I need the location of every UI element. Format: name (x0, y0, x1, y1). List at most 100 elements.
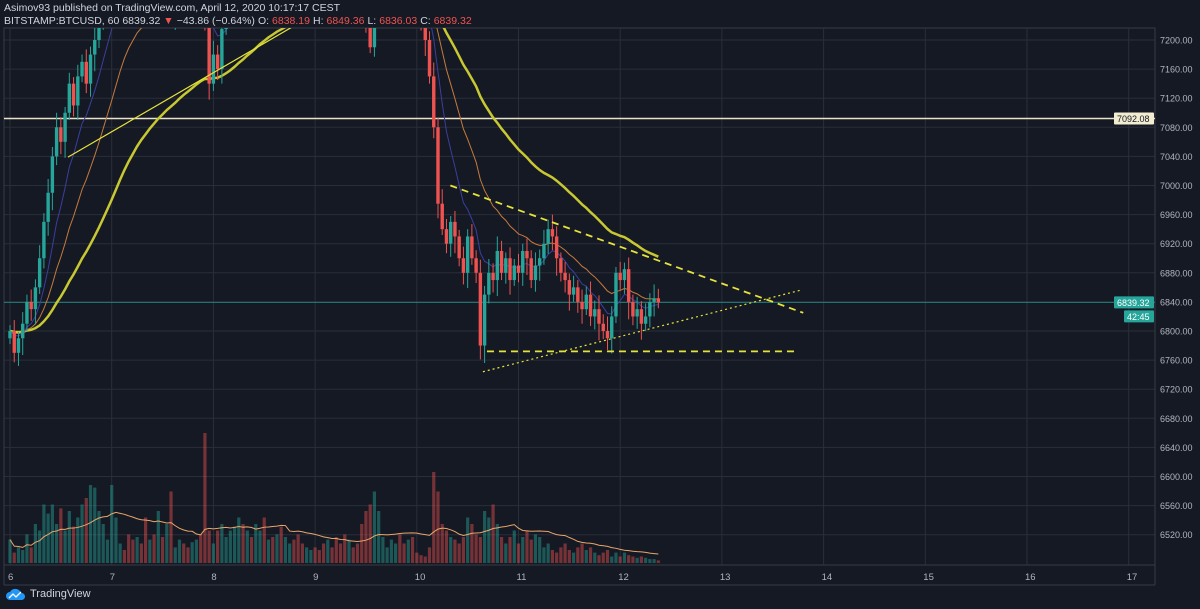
volume-bar (525, 530, 529, 563)
volume-bar (627, 555, 631, 563)
candle-body (525, 250, 529, 259)
volume-bar (127, 534, 131, 563)
time-axis-label: 12 (618, 572, 629, 583)
price-axis-label: 7080.00 (1160, 123, 1193, 133)
volume-bar (50, 504, 54, 563)
time-axis-label: 11 (517, 572, 527, 583)
price-axis-label: 6640.00 (1160, 443, 1193, 453)
volume-bar (182, 543, 186, 563)
volume-bar (139, 543, 143, 563)
volume-bar (237, 517, 241, 563)
volume-bar (499, 537, 504, 563)
volume-bar (203, 433, 207, 563)
tradingview-brand[interactable]: TradingView (30, 588, 91, 600)
candle-body (71, 83, 76, 106)
time-axis-label: 17 (1127, 572, 1138, 583)
volume-bar (21, 550, 25, 563)
volume-bar (410, 537, 415, 563)
candle-body (436, 127, 440, 204)
volume-bar (279, 526, 283, 563)
candle-body (482, 294, 487, 346)
volume-bar (449, 537, 453, 563)
candle-body (618, 272, 622, 281)
close-value: 6839.32 (433, 15, 472, 27)
volume-bar (355, 543, 360, 563)
volume-bar (8, 539, 12, 563)
moving-average-50 (9, 28, 659, 334)
volume-bar (487, 517, 491, 563)
candle-body (631, 301, 635, 317)
trendline-dashed[interactable] (450, 184, 804, 314)
volume-bar (474, 534, 478, 563)
low-label: L: (367, 15, 377, 27)
volume-bar (542, 547, 546, 563)
volume-bar (432, 472, 436, 563)
volume-bar (618, 556, 622, 563)
candle-body (622, 269, 627, 281)
volume-bar (156, 511, 160, 563)
volume-bar (406, 539, 410, 563)
time-axis-label: 14 (822, 572, 833, 583)
volume-bar (173, 547, 177, 563)
volume-bar (381, 537, 385, 563)
volume-bar (84, 498, 88, 563)
price-axis-label: 6880.00 (1160, 268, 1193, 278)
volume-bar (258, 530, 262, 563)
volume-bar (563, 543, 567, 563)
volume-bar (512, 530, 516, 563)
volume-bar (360, 524, 364, 563)
volume-bar (584, 550, 588, 563)
volume-bar (521, 537, 525, 563)
candle-body (457, 236, 461, 259)
candle-body (67, 83, 72, 113)
volume-bar (169, 491, 173, 563)
volume-bar (491, 504, 495, 563)
volume-bar (559, 547, 563, 563)
volume-bar (576, 547, 580, 563)
low-value: 6836.03 (379, 15, 418, 27)
candle-body (614, 272, 618, 317)
volume-bar (347, 539, 351, 563)
volume-bar (42, 504, 46, 563)
candle-body (444, 229, 449, 244)
volume-bar (394, 543, 398, 563)
candle-body (63, 112, 67, 142)
volume-bar (309, 550, 313, 563)
volume-bar (232, 526, 237, 563)
volume-bar (249, 537, 254, 563)
candle-body (576, 287, 580, 302)
volume-bar (631, 556, 635, 563)
candle-body (580, 301, 584, 310)
high-label: H: (313, 15, 324, 27)
candle-body (567, 280, 572, 295)
price-axis-label: 6800.00 (1160, 327, 1193, 337)
bar-countdown-label-bg (1124, 310, 1154, 323)
volume-bar (46, 513, 50, 563)
volume-bar (305, 547, 309, 563)
candle-body (554, 236, 559, 259)
candle-body (37, 258, 42, 288)
candle-body (546, 229, 550, 244)
volume-bar (635, 557, 639, 563)
candle-body (76, 76, 80, 106)
volume-bar (165, 524, 169, 563)
candle-body (656, 298, 661, 303)
symbol-name[interactable]: BITSTAMP:BTCUSD, 60 (4, 15, 120, 27)
candle-body (635, 309, 639, 317)
candle-body (16, 338, 21, 353)
volume-bar (38, 530, 42, 563)
volume-bar (76, 517, 80, 563)
time-axis-label: 13 (720, 572, 731, 583)
candle-body (474, 258, 478, 273)
volume-bar (478, 537, 482, 563)
candle-body (46, 192, 50, 222)
volume-bar (398, 534, 402, 563)
volume-bar (423, 556, 427, 563)
candle-body (542, 243, 546, 259)
volume-bar (457, 543, 461, 563)
volume-bar (372, 491, 377, 563)
candle-body (639, 309, 644, 324)
volume-bar (610, 556, 614, 563)
trendline-solid[interactable] (67, 23, 300, 158)
